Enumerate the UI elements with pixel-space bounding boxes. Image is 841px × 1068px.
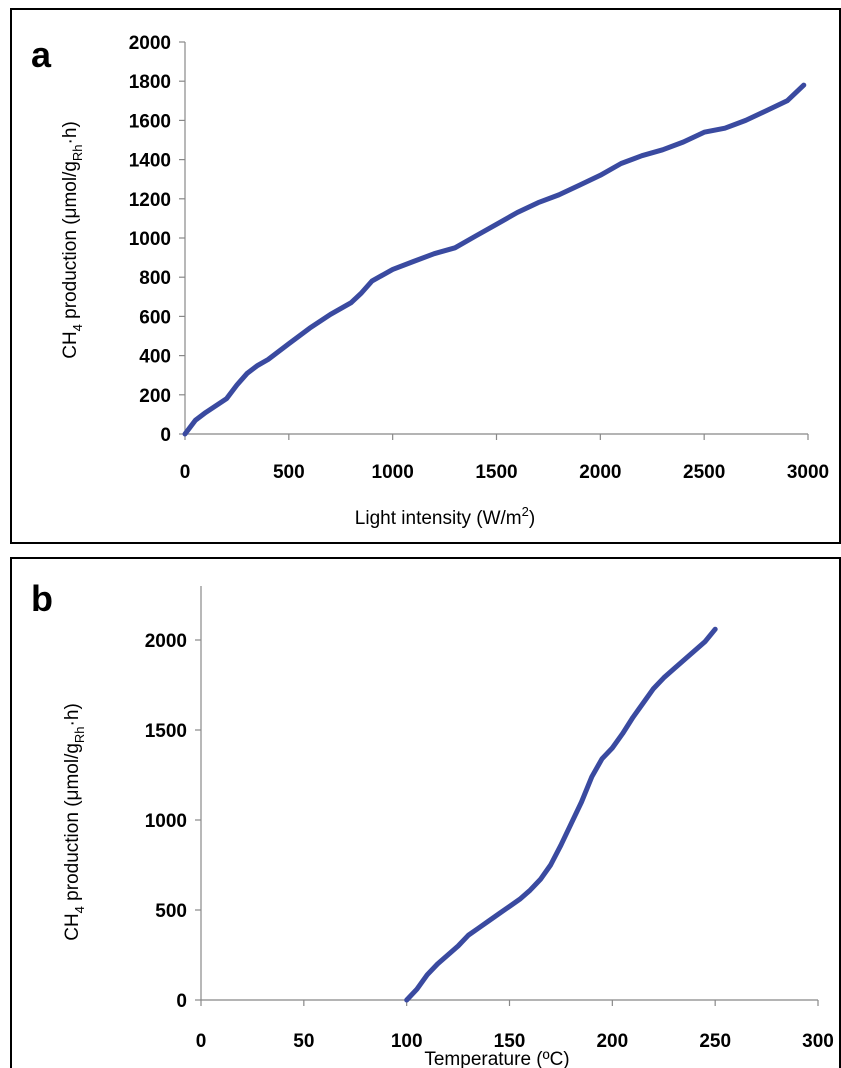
y-tick-label: 600 [139,307,171,328]
x-tick-label: 50 [293,1031,314,1052]
x-tick-label: 200 [596,1031,628,1052]
y-tick-label: 1800 [129,72,171,93]
y-tick-label: 0 [176,991,187,1012]
x-tick-label: 2500 [683,462,725,483]
x-axis-label-b: Temperature (ºC) [424,1049,569,1068]
y-tick-label: 2000 [145,631,187,652]
y-axis-label-a: CH4 production (μmol/gRh·h) [60,121,85,359]
panel-a-label: a [31,34,52,75]
x-tick-label: 500 [273,462,305,483]
y-tick-label: 1400 [129,151,171,172]
x-tick-label: 100 [391,1031,423,1052]
x-tick-label: 2000 [579,462,621,483]
chart-a-svg: a 0 200 400 600 800 1000 1200 1400 1600 1800 2000 0… [0,0,841,545]
y-tick-label: 800 [139,268,171,289]
y-axis-label-b: CH4 production (μmol/gRh·h) [62,703,87,941]
y-tick-label: 1200 [129,190,171,211]
x-tick-label: 300 [802,1031,834,1052]
y-tick-label: 0 [160,425,171,446]
chart-panel-a: a 0 200 400 600 800 1000 1200 1400 1600 1800 2000 0… [0,0,841,545]
y-tick-label: 2000 [129,33,171,54]
y-tick-label: 1000 [145,811,187,832]
y-tick-label: 1000 [129,229,171,250]
series-line-b-0 [407,629,716,1000]
y-tick-label: 200 [139,386,171,407]
y-tick-label: 1600 [129,111,171,132]
y-tick-label: 1500 [145,721,187,742]
y-tick-label: 400 [139,347,171,368]
x-tick-label: 1500 [475,462,517,483]
x-axis-label-a: Light intensity (W/m2) [355,504,535,529]
x-tick-label: 1000 [372,462,414,483]
x-tick-label: 0 [180,462,191,483]
y-tick-label: 500 [155,901,187,922]
x-tick-label: 250 [699,1031,731,1052]
panel-b-label: b [31,578,53,619]
chart-panel-b: b 0 500 1000 1500 2000 0 50 100 150 200 250 300 Tem… [0,557,841,1068]
x-tick-label: 3000 [787,462,829,483]
series-line-a-0 [185,85,804,434]
panel-b-frame [11,558,840,1068]
x-tick-label: 0 [196,1031,207,1052]
